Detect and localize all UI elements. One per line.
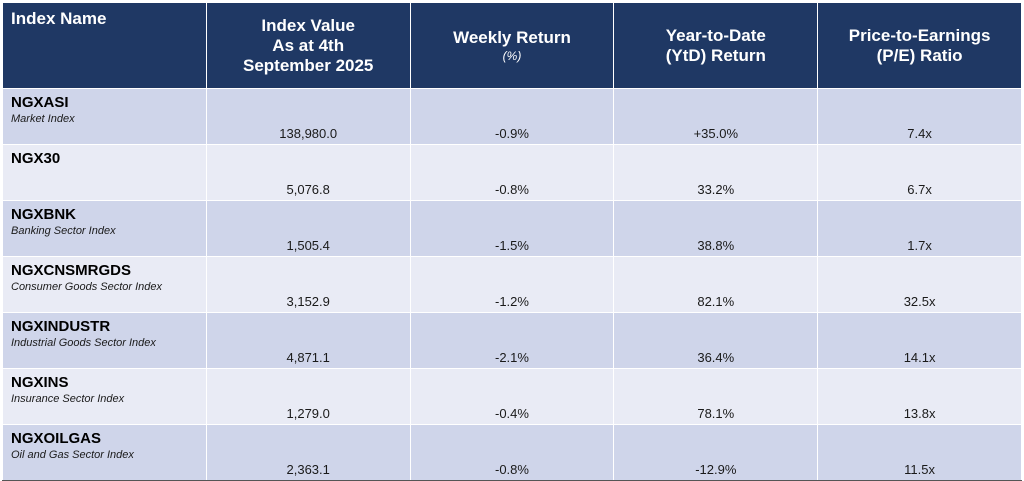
- table-row: NGXBNK Banking Sector Index 1,505.4 -1.5% 38…: [2, 200, 1022, 257]
- header-cell: Weekly Return (%): [409, 2, 615, 89]
- header-cell: Index Name: [2, 2, 207, 89]
- value-cell: 82.1%: [613, 256, 819, 313]
- value-cell: 138,980.0: [205, 88, 411, 145]
- value-cell: 78.1%: [613, 368, 819, 425]
- value-cell: 1,279.0: [205, 368, 411, 425]
- value-cell: 13.8x: [817, 368, 1022, 425]
- index-description: Industrial Goods Sector Index: [11, 337, 156, 349]
- header-text: Index Value: [261, 15, 355, 35]
- index-name: NGXINS: [11, 374, 69, 391]
- value-cell: 5,076.8: [205, 144, 411, 201]
- value-cell: -0.9%: [409, 88, 615, 145]
- value-cell: -1.2%: [409, 256, 615, 313]
- name-cell: NGXASI Market Index: [2, 88, 207, 145]
- value-cell: -0.8%: [409, 144, 615, 201]
- table-row: NGXINS Insurance Sector Index 1,279.0 -0.4%…: [2, 368, 1022, 425]
- name-cell: NGXINS Insurance Sector Index: [2, 368, 207, 425]
- table-header: Index Name Index Value As at 4th September …: [2, 2, 1022, 89]
- header-cell: Year-to-Date (YtD) Return: [613, 2, 819, 89]
- header-text: September 2025: [242, 55, 374, 75]
- header-subtext: (%): [502, 48, 522, 63]
- name-cell: NGXINDUSTR Industrial Goods Sector Index: [2, 312, 207, 369]
- value-cell: 7.4x: [817, 88, 1022, 145]
- header-text: (P/E) Ratio: [876, 45, 963, 65]
- index-name: NGXCNSMRGDS: [11, 262, 132, 279]
- table-row: NGXCNSMRGDS Consumer Goods Sector Index 3,…: [2, 256, 1022, 313]
- value-cell: 33.2%: [613, 144, 819, 201]
- table-row: NGX30 5,076.8 -0.8% 33.2% 6.7x: [2, 144, 1022, 201]
- table-row: NGXINDUSTR Industrial Goods Sector Index 4…: [2, 312, 1022, 369]
- value-cell: +35.0%: [613, 88, 819, 145]
- header-text: Year-to-Date: [665, 25, 766, 45]
- header-text: Index Name: [11, 9, 107, 28]
- header-cell: Price-to-Earnings (P/E) Ratio: [817, 2, 1022, 89]
- name-cell: NGX30: [2, 144, 207, 201]
- value-cell: 38.8%: [613, 200, 819, 257]
- index-description: Banking Sector Index: [11, 225, 116, 237]
- value-cell: 14.1x: [817, 312, 1022, 369]
- value-cell: -1.5%: [409, 200, 615, 257]
- value-cell: 6.7x: [817, 144, 1022, 201]
- name-cell: NGXBNK Banking Sector Index: [2, 200, 207, 257]
- value-cell: 1.7x: [817, 200, 1022, 257]
- value-cell: 1,505.4: [205, 200, 411, 257]
- index-description: Oil and Gas Sector Index: [11, 449, 134, 461]
- index-description: Insurance Sector Index: [11, 393, 125, 405]
- value-cell: 32.5x: [817, 256, 1022, 313]
- table-row: NGXASI Market Index 138,980.0 -0.9% +35.0% 7.…: [2, 88, 1022, 145]
- value-cell: 3,152.9: [205, 256, 411, 313]
- header-text: As at 4th: [272, 35, 345, 55]
- value-cell: -2.1%: [409, 312, 615, 369]
- value-cell: -0.4%: [409, 368, 615, 425]
- index-name: NGXASI: [11, 94, 69, 111]
- header-text: Weekly Return: [453, 27, 571, 47]
- table-body: NGXASI Market Index 138,980.0 -0.9% +35.0% 7.…: [2, 88, 1022, 481]
- index-name: NGXOILGAS: [11, 430, 102, 447]
- index-description: Consumer Goods Sector Index: [11, 281, 163, 293]
- index-name: NGXINDUSTR: [11, 318, 111, 335]
- value-cell: 36.4%: [613, 312, 819, 369]
- header-cell: Index Value As at 4th September 2025: [205, 2, 411, 89]
- value-cell: 4,871.1: [205, 312, 411, 369]
- index-description: Market Index: [11, 113, 75, 125]
- header-text: (YtD) Return: [665, 45, 766, 65]
- index-name: NGXBNK: [11, 206, 77, 223]
- header-row: Index Name Index Value As at 4th September …: [2, 2, 1022, 89]
- header-text: Price-to-Earnings: [848, 25, 991, 45]
- index-name: NGX30: [11, 150, 61, 167]
- name-cell: NGXCNSMRGDS Consumer Goods Sector Index: [2, 256, 207, 313]
